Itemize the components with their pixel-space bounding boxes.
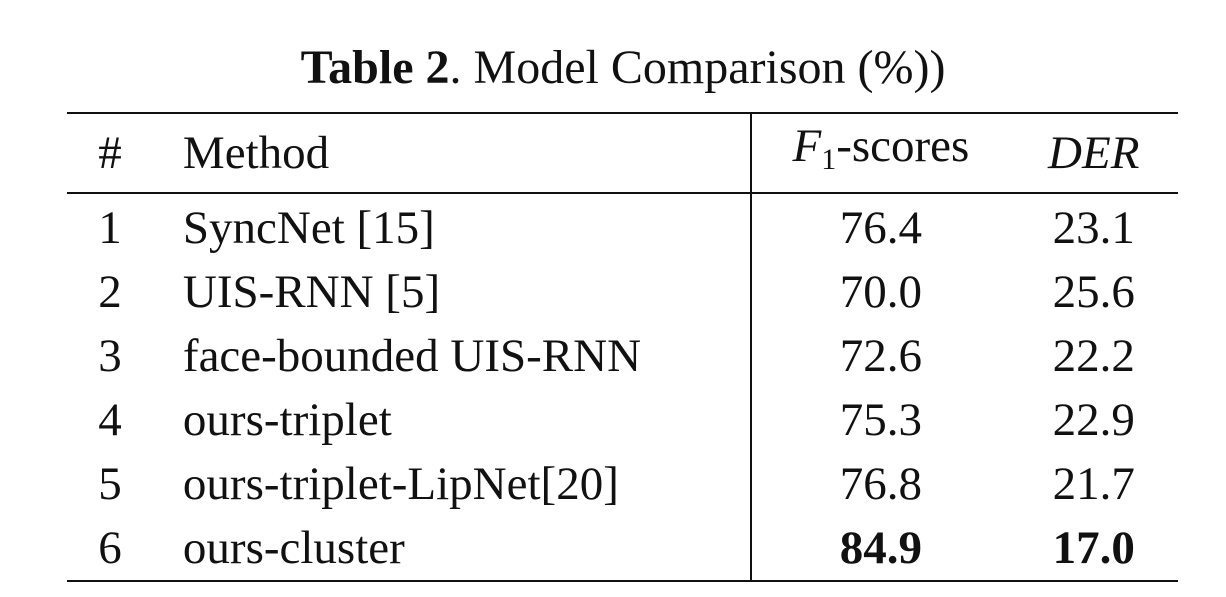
table-row: 4 ours-triplet 75.3 22.9 [67,388,1178,452]
header-der: DER [1048,127,1140,179]
row-number: 3 [98,330,122,382]
row-number: 4 [98,394,122,446]
row-der-best: 17.0 [1052,522,1135,574]
row-f1-score: 72.6 [839,330,923,382]
table-row: 6 ours-cluster 84.9 17.0 [67,516,1178,581]
row-f1-score: 76.4 [839,202,923,254]
table-title: . Model Comparison (%)) [449,41,946,94]
row-der: 22.2 [1052,330,1135,382]
table-row: 1 SyncNet [15] 76.4 23.1 [67,193,1178,260]
row-method: ours-triplet [152,388,753,452]
table-row: 2 UIS-RNN [5] 70.0 25.6 [67,260,1178,324]
header-f1-subscript: 1 [821,143,837,176]
table-label: Table 2 [300,41,450,94]
row-der: 25.6 [1052,266,1135,318]
row-method: ours-cluster [152,516,753,581]
row-number: 5 [98,458,122,510]
header-row: # Method F1-scores DER [67,113,1178,193]
table-body: 1 SyncNet [15] 76.4 23.1 2 UIS-RNN [5] 7… [67,193,1178,581]
row-f1-score-best: 84.9 [839,522,923,574]
row-number: 1 [98,202,122,254]
comparison-table-container: # Method F1-scores DER 1 SyncNet [15] 76… [67,112,1178,582]
header-number: # [98,127,122,179]
row-method: ours-triplet-LipNet[20] [152,452,753,516]
row-f1-score: 76.8 [839,458,923,510]
header-method: Method [152,113,753,193]
row-der: 21.7 [1052,458,1135,510]
header-f1-scores: F1-scores [751,113,1009,193]
row-number: 6 [98,522,122,574]
row-number: 2 [98,266,122,318]
header-f1-suffix: -scores [836,120,970,172]
row-method: UIS-RNN [5] [152,260,753,324]
table-row: 5 ours-triplet-LipNet[20] 76.8 21.7 [67,452,1178,516]
row-method: SyncNet [15] [152,193,753,260]
model-comparison-table: # Method F1-scores DER 1 SyncNet [15] 76… [67,112,1178,582]
row-der: 23.1 [1052,202,1135,254]
row-f1-score: 75.3 [839,394,923,446]
row-method: face-bounded UIS-RNN [152,324,753,388]
table-row: 3 face-bounded UIS-RNN 72.6 22.2 [67,324,1178,388]
table-caption: Table 2. Model Comparison (%)) [0,38,1226,98]
row-f1-score: 70.0 [839,266,923,318]
row-der: 22.9 [1052,394,1135,446]
header-f1-symbol: F [792,120,822,172]
table-header: # Method F1-scores DER [67,113,1178,193]
